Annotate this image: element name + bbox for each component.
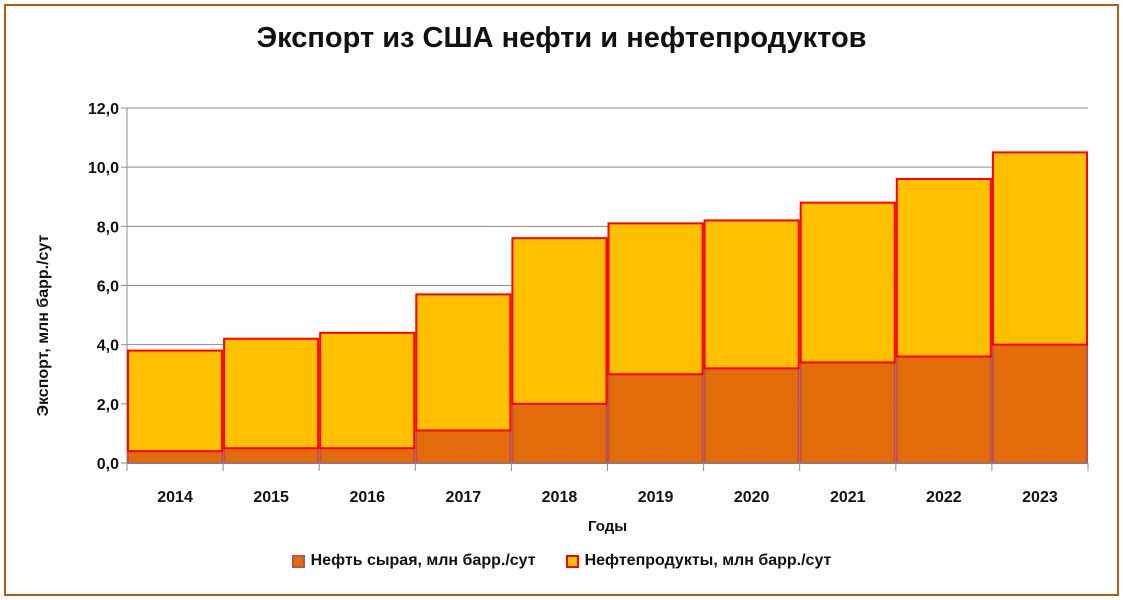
bar-oil-products — [895, 178, 992, 358]
x-tick-label: 2015 — [253, 489, 289, 506]
bar-crude-oil — [415, 429, 512, 465]
x-tick-label: 2018 — [542, 489, 578, 506]
bar-oil-products — [799, 201, 896, 364]
bar-crude-oil — [127, 450, 224, 464]
bar-crude-oil — [703, 367, 800, 465]
x-tick-label: 2023 — [1022, 489, 1058, 506]
bar-crude-oil — [799, 361, 896, 464]
bar-crude-oil — [607, 373, 704, 464]
bar-crude-oil — [319, 447, 416, 465]
x-tick-label: 2020 — [734, 489, 770, 506]
y-tick-label: 6,0 — [97, 279, 119, 296]
bar-oil-products — [991, 151, 1089, 346]
bar-oil-products — [511, 237, 608, 405]
x-tick-label: 2014 — [157, 489, 193, 506]
x-tick-label: 2022 — [926, 489, 962, 506]
legend-item-products: Нефтепродукты, млн барр./сут — [565, 552, 832, 570]
legend-label-products: Нефтепродукты, млн барр./сут — [584, 552, 832, 569]
bar-oil-products — [607, 222, 704, 376]
y-tick-label: 0,0 — [97, 456, 119, 473]
y-tick-label: 12,0 — [88, 101, 119, 118]
x-tick-label: 2021 — [830, 489, 866, 506]
legend-swatch-products — [565, 554, 579, 568]
chart-legend: Нефть сырая, млн барр./сут Нефтепродукты… — [0, 552, 1123, 570]
bar-crude-oil — [991, 343, 1089, 464]
legend-swatch-crude — [291, 554, 305, 568]
y-tick-label: 10,0 — [88, 160, 119, 177]
bar-oil-products — [127, 349, 224, 453]
bar-crude-oil — [511, 402, 608, 465]
bar-crude-oil — [895, 355, 992, 464]
x-tick-label: 2016 — [349, 489, 385, 506]
x-tick-label: 2017 — [446, 489, 482, 506]
chart-title: Экспорт из США нефти и нефтепродуктов — [256, 22, 867, 54]
y-tick-label: 4,0 — [97, 338, 119, 355]
y-tick-label: 2,0 — [97, 397, 119, 414]
y-axis-title: Экспорт, млн барр./сут — [35, 234, 52, 416]
bar-crude-oil — [223, 447, 320, 465]
x-tick-label: 2019 — [638, 489, 674, 506]
bar-oil-products — [223, 337, 320, 450]
x-axis-title: Годы — [588, 518, 627, 535]
bar-oil-products — [703, 219, 800, 370]
bar-oil-products — [319, 331, 416, 450]
bar-oil-products — [415, 293, 512, 432]
y-tick-label: 8,0 — [97, 219, 119, 236]
legend-item-crude: Нефть сырая, млн барр./сут — [291, 552, 536, 570]
legend-label-crude: Нефть сырая, млн барр./сут — [310, 552, 536, 569]
